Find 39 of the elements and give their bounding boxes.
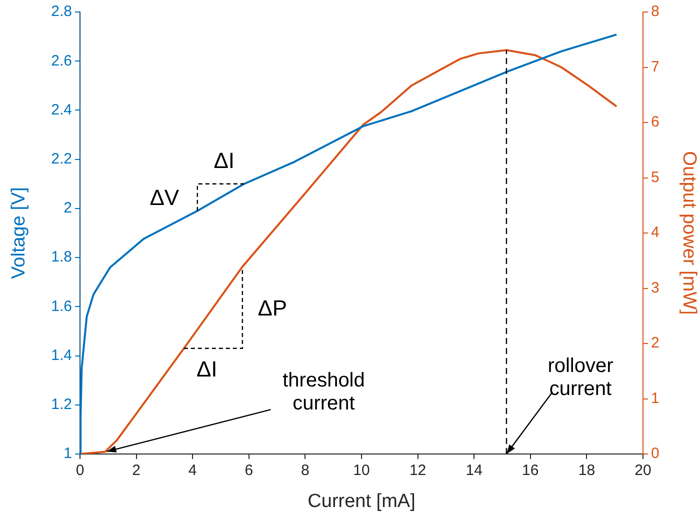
y2-tick-label: 3 bbox=[651, 279, 660, 296]
y-tick-label: 1.6 bbox=[51, 298, 72, 315]
x-axis-title: Current [mA] bbox=[308, 490, 416, 512]
y2-tick-label: 6 bbox=[651, 114, 660, 131]
annotation: rollover current bbox=[548, 355, 614, 400]
y-tick-label: 2 bbox=[64, 200, 72, 217]
x-tick-label: 8 bbox=[301, 462, 310, 480]
y2-axis-title: Output power [mW] bbox=[678, 151, 700, 315]
x-tick-label: 0 bbox=[76, 462, 84, 480]
y-tick-label: 1.2 bbox=[51, 396, 72, 414]
y2-tick-label: 0 bbox=[651, 445, 660, 462]
y-tick-label: 2.8 bbox=[51, 3, 72, 20]
y2-tick-label: 8 bbox=[651, 3, 660, 20]
y2-tick-label: 2 bbox=[651, 334, 660, 352]
y-tick-label: 1.4 bbox=[51, 346, 72, 364]
x-tick-label: 14 bbox=[466, 462, 482, 480]
x-tick-label: 12 bbox=[409, 462, 426, 480]
annotation: ΔI bbox=[214, 148, 235, 173]
x-tick-label: 4 bbox=[188, 462, 197, 480]
y-axis-title: Voltage [V] bbox=[8, 187, 30, 279]
x-tick-label: 10 bbox=[353, 462, 370, 480]
x-tick-label: 6 bbox=[244, 462, 254, 480]
y-tick-label: 2.4 bbox=[51, 101, 72, 118]
y2-tick-label: 5 bbox=[651, 168, 660, 186]
y-tick-label: 1 bbox=[64, 445, 72, 462]
y2-tick-label: 1 bbox=[651, 390, 660, 407]
x-tick-label: 16 bbox=[522, 462, 539, 480]
y-tick-label: 2.2 bbox=[51, 150, 72, 168]
x-tick-label: 2 bbox=[132, 462, 140, 480]
annotation: ΔP bbox=[258, 295, 288, 320]
annotation: ΔV bbox=[150, 184, 180, 210]
x-tick-label: 18 bbox=[578, 462, 596, 480]
annotation: ΔI bbox=[196, 356, 218, 382]
y2-tick-label: 7 bbox=[651, 58, 660, 76]
y-tick-label: 1.8 bbox=[51, 248, 72, 266]
annotation: threshold current bbox=[282, 370, 365, 415]
x-tick-label: 20 bbox=[634, 462, 652, 480]
y2-tick-label: 4 bbox=[651, 224, 660, 242]
y-tick-label: 2.6 bbox=[51, 52, 72, 70]
